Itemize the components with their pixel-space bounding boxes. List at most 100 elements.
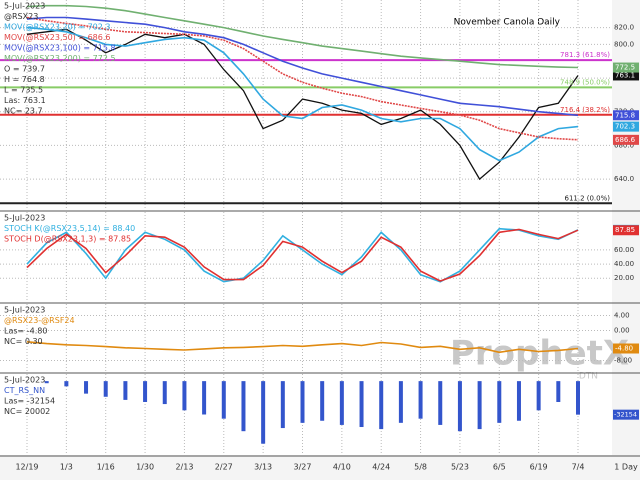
last-value-box bbox=[613, 110, 639, 121]
x-unit: 1 Day bbox=[614, 463, 638, 472]
info-text: @RSX23-@RSF24 bbox=[4, 316, 75, 325]
info-text: 5-Jul-2023 bbox=[4, 214, 45, 223]
last-value-label: 763.1 bbox=[615, 71, 635, 79]
info-text: @RSX23 bbox=[4, 12, 38, 21]
x-tick-label: 4/10 bbox=[333, 463, 351, 472]
bar bbox=[516, 381, 521, 421]
series-line bbox=[26, 28, 579, 181]
level-label: 748.9 (50.0%) bbox=[560, 78, 610, 86]
bar bbox=[162, 381, 167, 405]
last-value-label: 87.85 bbox=[615, 226, 635, 234]
watermark: ProphetX bbox=[450, 334, 629, 374]
bar bbox=[418, 381, 423, 419]
info-text: NC= 23.7 bbox=[4, 107, 43, 116]
last-value-label: 715.8 bbox=[615, 111, 635, 119]
series-line bbox=[26, 341, 579, 354]
bar bbox=[339, 381, 344, 425]
last-value-box bbox=[613, 343, 639, 354]
series-line bbox=[26, 228, 579, 282]
y-tick-label: -8.00 bbox=[614, 357, 632, 365]
last-value-label: -32154 bbox=[614, 411, 637, 419]
bar bbox=[379, 381, 384, 430]
bottom-axis-bg bbox=[0, 455, 640, 480]
info-text: STOCH D(@RSX23,1,3) = 87.85 bbox=[4, 235, 131, 244]
bar bbox=[261, 381, 266, 444]
x-tick-label: 3/27 bbox=[294, 463, 312, 472]
plot-area bbox=[0, 315, 612, 361]
x-tick-label: 6/19 bbox=[530, 463, 548, 472]
info-text: 5-Jul-2023 bbox=[4, 306, 45, 315]
x-tick-label: 4/24 bbox=[372, 463, 390, 472]
info-text: MOV(@RSX23,50) = 686.6 bbox=[4, 33, 110, 42]
info-text: Las= -32154 bbox=[4, 397, 55, 406]
info-text: STOCH K(@RSX23,5,14) = 88.40 bbox=[4, 224, 135, 233]
bar bbox=[221, 381, 226, 419]
y-tick-label: 20.00 bbox=[614, 274, 634, 282]
bar bbox=[398, 381, 403, 423]
y-tick-label: 4.00 bbox=[614, 312, 630, 320]
info-text: H = 764.8 bbox=[4, 75, 45, 84]
plot-area bbox=[0, 227, 612, 283]
info-text: Las= -4.80 bbox=[4, 327, 47, 336]
bar bbox=[182, 381, 187, 411]
bar bbox=[241, 381, 246, 432]
bar bbox=[103, 381, 108, 397]
x-tick-label: 5/8 bbox=[414, 463, 427, 472]
bar bbox=[84, 381, 89, 394]
x-tick-label: 1/16 bbox=[97, 463, 115, 472]
series-line bbox=[26, 26, 579, 162]
series-line bbox=[26, 4, 579, 69]
info-text: MOV(@RSX23,100) = 715.8 bbox=[4, 44, 116, 53]
info-text: CT_RS_NN bbox=[4, 386, 45, 395]
last-value-box bbox=[613, 62, 639, 73]
bar bbox=[44, 381, 49, 384]
info-text: L = 735.5 bbox=[4, 86, 43, 95]
y-tick-label: 800.0 bbox=[614, 40, 634, 48]
y-tick-label: 0.00 bbox=[614, 327, 630, 335]
y-tick-label: 60.00 bbox=[614, 246, 634, 254]
info-text: 5-Jul-2023 bbox=[4, 2, 45, 11]
plot-area bbox=[0, 4, 612, 205]
level-label: 611.2 (0.0%) bbox=[564, 194, 610, 202]
x-tick-label: 3/13 bbox=[254, 463, 272, 472]
bar bbox=[497, 381, 502, 423]
plot-area bbox=[44, 381, 580, 444]
x-tick-label: 6/5 bbox=[493, 463, 506, 472]
bar bbox=[477, 381, 482, 430]
last-value-label: -4.80 bbox=[615, 345, 633, 353]
y-tick-label: 820.0 bbox=[614, 24, 634, 32]
x-tick-label: 12/19 bbox=[15, 463, 38, 472]
x-tick-label: 5/23 bbox=[451, 463, 469, 472]
level-label: 716.4 (38.2%) bbox=[560, 106, 610, 114]
x-tick-label: 1/30 bbox=[136, 463, 154, 472]
last-value-label: 686.6 bbox=[615, 136, 636, 144]
x-tick-label: 1/3 bbox=[60, 463, 73, 472]
y-tick-label: 680.0 bbox=[614, 141, 634, 149]
bar bbox=[457, 381, 462, 432]
last-value-box bbox=[613, 409, 639, 420]
last-value-box bbox=[613, 134, 639, 145]
series-line bbox=[26, 16, 579, 117]
bar bbox=[359, 381, 364, 428]
info-text: MOV(@RSX23,20) = 702.3 bbox=[4, 23, 110, 32]
info-text: O = 739.7 bbox=[4, 65, 45, 74]
bar bbox=[123, 381, 128, 400]
y-tick-label: 40.00 bbox=[614, 260, 634, 268]
bar bbox=[280, 381, 285, 429]
x-tick-label: 2/27 bbox=[215, 463, 233, 472]
last-value-box bbox=[613, 121, 639, 132]
info-text: 5-Jul-2023 bbox=[4, 376, 45, 385]
last-value-label: 772.5 bbox=[615, 64, 635, 72]
bar bbox=[576, 381, 580, 415]
series-line bbox=[26, 227, 579, 283]
y-tick-label: 640.0 bbox=[614, 175, 634, 183]
bar bbox=[64, 381, 69, 387]
bar bbox=[202, 381, 207, 415]
watermark-by: DTN bbox=[579, 372, 598, 382]
last-value-box bbox=[613, 225, 639, 236]
info-text: NC= 20002 bbox=[4, 407, 50, 416]
level-label: 781.3 (61.8%) bbox=[560, 51, 610, 59]
bar bbox=[320, 381, 325, 421]
